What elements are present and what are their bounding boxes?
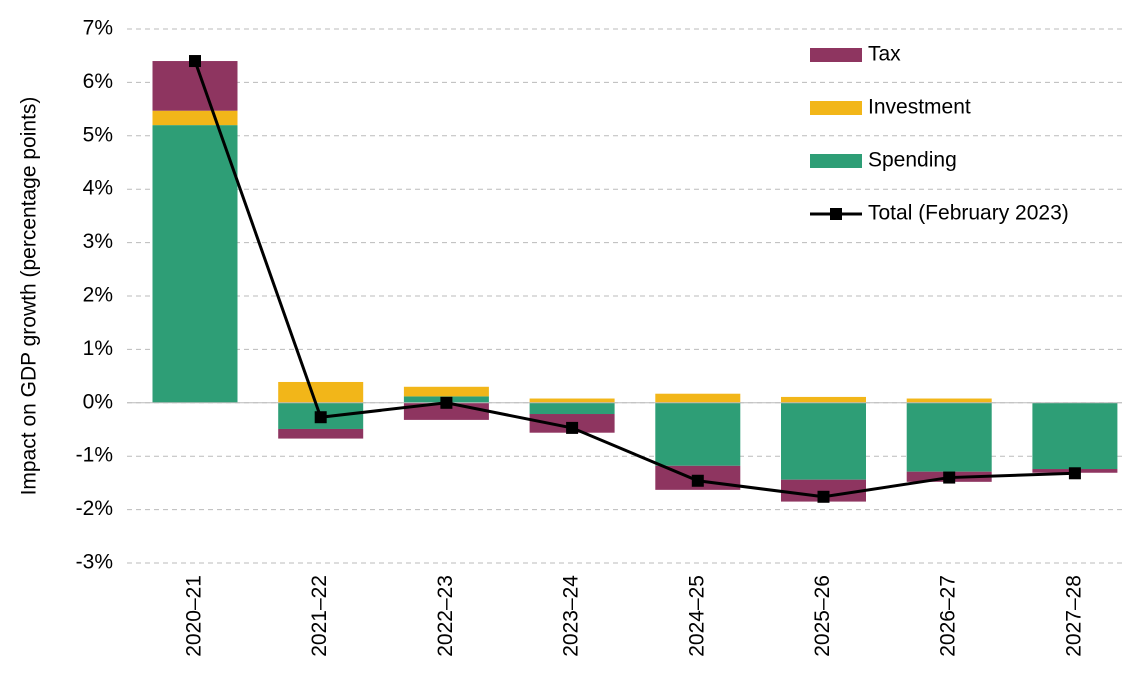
legend-swatch: [810, 154, 862, 168]
bar-segment: [278, 428, 364, 439]
total-line: [193, 60, 1075, 499]
bar-segment: [278, 381, 364, 403]
bar-segment: [152, 61, 238, 111]
y-tick-label: 6%: [83, 70, 113, 93]
bar-segment: [529, 398, 615, 403]
y-tick-label: 1%: [83, 337, 113, 360]
legend-swatch: [810, 48, 862, 62]
x-tick-label: 2026–27: [937, 575, 960, 657]
line-marker: [817, 490, 830, 503]
legend-label: Total (February 2023): [868, 202, 1069, 225]
bar-segment: [906, 398, 992, 403]
bar-segment: [403, 386, 489, 397]
y-tick-label: 4%: [83, 177, 113, 200]
line-marker: [189, 55, 201, 68]
legend-marker: [830, 208, 842, 220]
legend-label: Spending: [868, 149, 957, 172]
bar-segment: [906, 402, 992, 472]
line-marker: [691, 474, 704, 487]
y-tick-label: 5%: [83, 123, 113, 146]
y-tick-label: -1%: [76, 444, 113, 467]
legend-label: Tax: [868, 43, 901, 66]
x-tick-label: 2023–24: [560, 575, 583, 657]
x-tick-label: 2027–28: [1062, 575, 1085, 657]
line-marker: [1068, 467, 1081, 480]
bar-segment: [655, 402, 741, 466]
x-tick-label: 2024–25: [685, 575, 708, 657]
bar-segment: [152, 110, 238, 126]
y-tick-label: -2%: [76, 497, 113, 520]
line-marker: [314, 411, 327, 424]
y-axis-label: Impact on GDP growth (percentage points): [18, 97, 41, 496]
y-tick-label: -3%: [76, 551, 113, 574]
bar-segment: [781, 396, 866, 403]
line-marker: [566, 421, 579, 434]
x-tick-label: 2022–23: [434, 575, 457, 657]
x-tick-label: 2020–21: [183, 575, 206, 657]
y-tick-label: 7%: [83, 17, 113, 40]
y-tick-label: 0%: [83, 390, 113, 413]
line-marker: [943, 471, 956, 484]
y-tick-label: 2%: [83, 284, 113, 307]
legend-swatch: [810, 101, 862, 115]
x-tick-label: 2025–26: [811, 575, 834, 657]
y-tick-label: 3%: [83, 230, 113, 253]
x-tick-label: 2021–22: [308, 575, 331, 657]
bar-segment: [781, 402, 866, 480]
bar-segment: [152, 125, 238, 403]
legend-label: Investment: [868, 96, 971, 119]
bar-segment: [781, 479, 866, 502]
bar-segment: [529, 402, 615, 415]
line-marker: [440, 396, 453, 409]
bar-segment: [1032, 402, 1118, 470]
bar-segment: [655, 393, 741, 403]
